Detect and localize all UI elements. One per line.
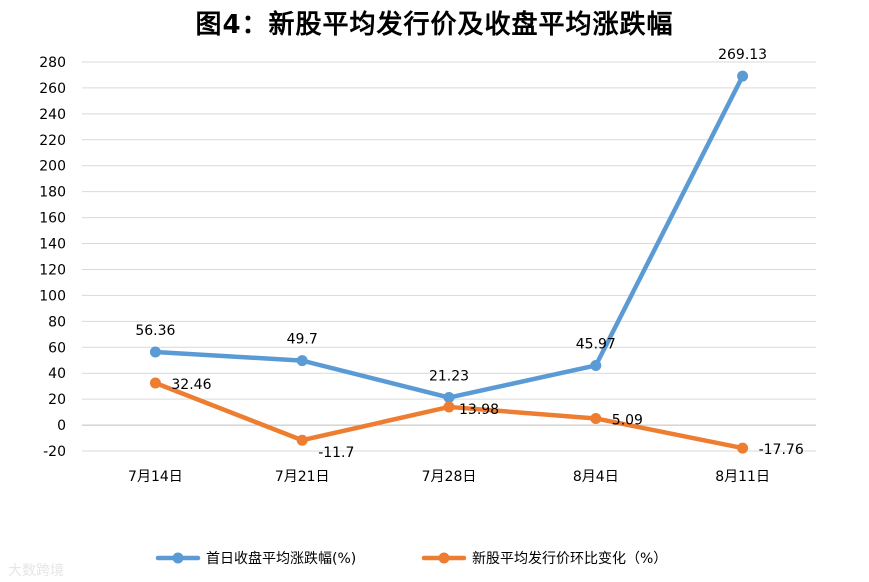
data-point xyxy=(590,412,602,424)
data-label: 45.97 xyxy=(576,336,616,352)
data-point xyxy=(443,392,455,404)
chart-title: 图4：新股平均发行价及收盘平均涨跌幅 xyxy=(195,10,674,40)
y-tick-label: 0 xyxy=(57,418,66,434)
data-label: 56.36 xyxy=(135,323,175,339)
x-tick-label: 7月14日 xyxy=(128,469,183,485)
data-label: 5.09 xyxy=(612,412,643,428)
y-tick-label: 200 xyxy=(39,159,66,175)
data-point xyxy=(296,355,308,367)
x-tick-label: 7月21日 xyxy=(275,469,330,485)
y-tick-label: 280 xyxy=(39,55,66,71)
data-label: 32.46 xyxy=(171,377,211,393)
y-tick-label: 140 xyxy=(39,237,66,253)
y-tick-label: 40 xyxy=(48,366,66,382)
x-tick-label: 8月11日 xyxy=(715,469,770,485)
data-label: -17.76 xyxy=(759,442,804,458)
y-tick-label: 120 xyxy=(39,262,66,278)
data-point xyxy=(149,346,161,358)
legend-label: 新股平均发行价环比变化（%） xyxy=(472,551,667,567)
data-label: -11.7 xyxy=(318,445,354,461)
data-point xyxy=(296,434,308,446)
legend-marker xyxy=(438,552,450,564)
legend-label: 首日收盘平均涨跌幅(%) xyxy=(206,550,356,567)
y-tick-label: 60 xyxy=(48,340,66,356)
y-tick-label: 160 xyxy=(39,211,66,227)
data-point xyxy=(149,377,161,389)
y-tick-label: 260 xyxy=(39,81,66,97)
y-tick-label: 100 xyxy=(39,288,66,304)
data-point xyxy=(590,359,602,371)
y-tick-label: 240 xyxy=(39,107,66,123)
data-label: 49.7 xyxy=(287,332,318,348)
x-tick-label: 8月4日 xyxy=(573,469,619,485)
x-tick-label: 7月28日 xyxy=(422,469,477,485)
data-point xyxy=(443,401,455,413)
series-line xyxy=(153,73,745,400)
data-point xyxy=(737,442,749,454)
y-tick-label: -20 xyxy=(43,444,66,460)
data-label: 269.13 xyxy=(718,47,767,63)
y-tick-label: 20 xyxy=(48,392,66,408)
y-tick-label: 220 xyxy=(39,133,66,149)
watermark: 大数跨境 xyxy=(8,563,64,579)
data-label: 13.98 xyxy=(459,402,499,418)
y-tick-label: 180 xyxy=(39,185,66,201)
legend-marker xyxy=(172,552,184,564)
y-tick-label: 80 xyxy=(48,314,66,330)
data-label: 21.23 xyxy=(429,369,469,385)
data-point xyxy=(737,70,749,82)
